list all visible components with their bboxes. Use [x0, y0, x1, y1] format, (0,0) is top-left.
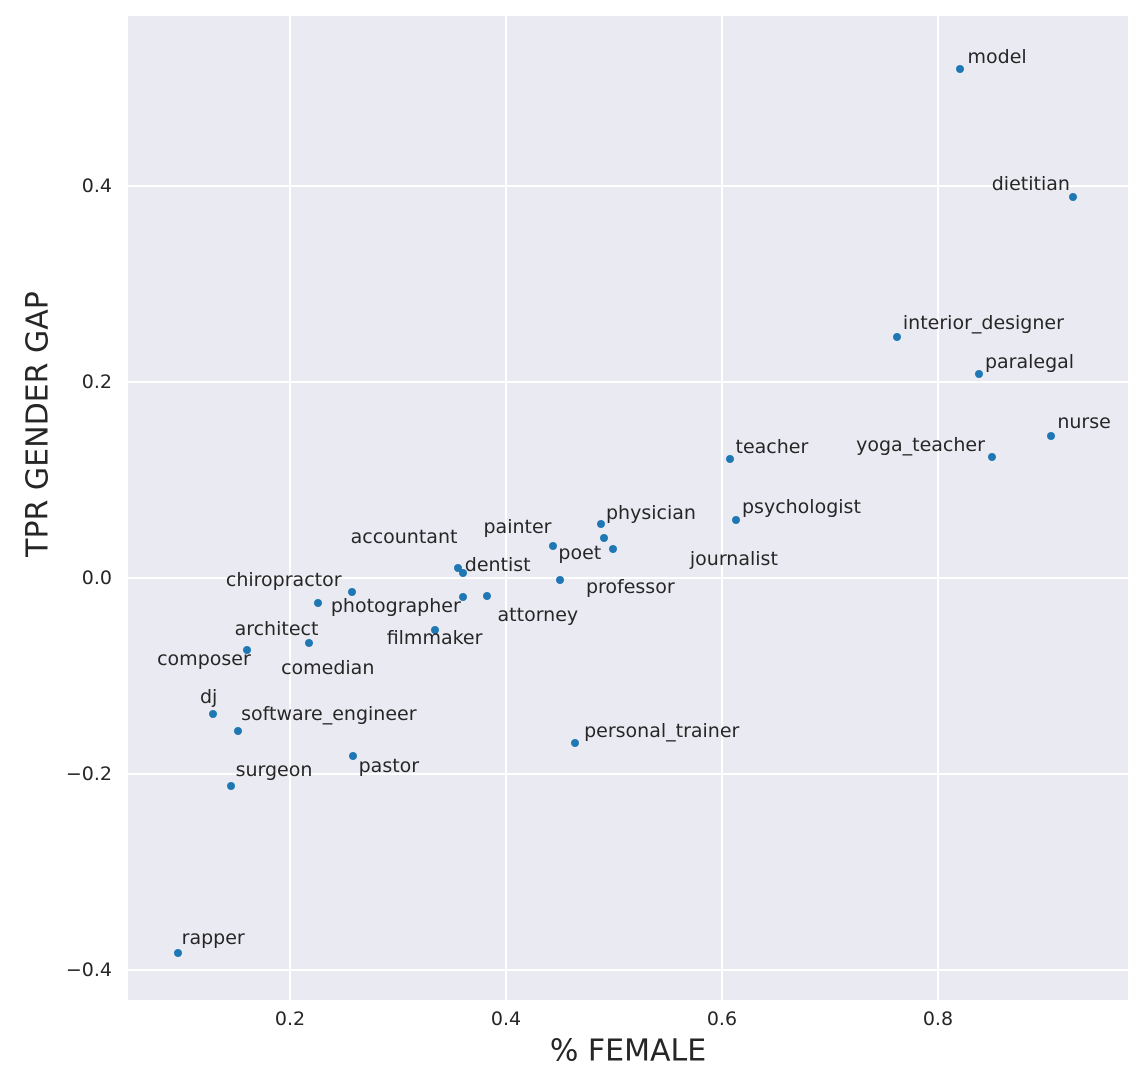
point-label: physician	[606, 502, 696, 525]
data-point	[608, 544, 617, 553]
data-point	[314, 599, 323, 608]
y-gridline	[128, 381, 1128, 384]
point-label: yoga_teacher	[856, 433, 985, 456]
point-label: chiropractor	[225, 568, 342, 591]
point-label: personal_trainer	[584, 720, 740, 743]
point-label: composer	[157, 648, 251, 671]
data-point	[725, 454, 734, 463]
y-axis-label: TPR GENDER GAP	[20, 291, 56, 557]
data-point	[571, 739, 580, 748]
y-tick-label: 0.2	[81, 371, 112, 394]
point-label: journalist	[689, 547, 778, 570]
point-label: accountant	[350, 526, 458, 549]
data-point	[600, 533, 609, 542]
y-gridline	[128, 772, 1128, 775]
x-gridline	[504, 16, 507, 1000]
point-label: dietitian	[991, 173, 1070, 196]
point-label: teacher	[735, 435, 809, 458]
y-tick-label: 0.0	[81, 567, 112, 589]
point-label: paralegal	[984, 351, 1075, 374]
data-point	[1047, 432, 1056, 441]
point-label: surgeon	[235, 758, 313, 781]
data-point	[549, 541, 558, 550]
point-label: filmmaker	[386, 626, 483, 649]
y-gridline	[128, 185, 1128, 188]
y-tick-label: −0.4	[65, 958, 112, 981]
x-tick-label: 0.4	[490, 1008, 522, 1030]
x-axis-label: % FEMALE	[549, 1033, 707, 1069]
x-tick-label: 0.2	[274, 1008, 306, 1030]
x-gridline	[720, 16, 723, 1000]
point-label: dj	[199, 686, 218, 709]
point-label: architect	[234, 617, 319, 640]
point-label: comedian	[281, 657, 375, 680]
data-point	[226, 781, 235, 790]
point-label: professor	[585, 576, 675, 599]
data-point	[458, 569, 467, 578]
point-label: nurse	[1057, 411, 1111, 434]
point-label: model	[967, 45, 1027, 68]
y-gridline	[128, 577, 1128, 579]
point-label: pastor	[358, 755, 420, 778]
data-point	[892, 333, 901, 342]
data-point	[555, 575, 564, 584]
point-label: photographer	[330, 594, 461, 617]
point-label: dentist	[464, 554, 531, 577]
plot-area: model dietitian interior_designer paralegal…	[128, 16, 1128, 1000]
point-label: attorney	[497, 603, 579, 626]
y-tick-label: 0.4	[81, 175, 112, 198]
data-point	[242, 646, 251, 655]
x-gridline	[936, 16, 939, 1000]
data-point	[234, 726, 243, 735]
data-point	[209, 710, 218, 719]
data-point	[347, 587, 356, 596]
x-tick-label: 0.8	[922, 1008, 954, 1030]
point-label: software_engineer	[241, 702, 417, 725]
y-gridline	[128, 968, 1128, 971]
data-point	[974, 370, 983, 379]
x-gridline	[288, 16, 291, 1000]
point-label: psychologist	[741, 496, 861, 519]
data-point	[731, 516, 740, 525]
data-point	[597, 520, 605, 529]
data-point	[305, 638, 314, 647]
point-label: rapper	[181, 927, 245, 950]
data-point	[1068, 193, 1077, 202]
data-point	[955, 64, 964, 73]
x-tick-label: 0.6	[706, 1008, 738, 1030]
y-tick-label: −0.2	[65, 762, 112, 785]
point-label: painter	[483, 515, 552, 538]
data-point	[348, 752, 357, 761]
data-point	[987, 452, 996, 461]
data-point	[454, 564, 463, 573]
point-label: interior_designer	[902, 312, 1064, 335]
data-point	[482, 591, 491, 600]
data-point	[430, 625, 439, 634]
point-label: poet	[558, 541, 602, 564]
data-point	[458, 592, 467, 601]
data-point	[173, 949, 182, 957]
